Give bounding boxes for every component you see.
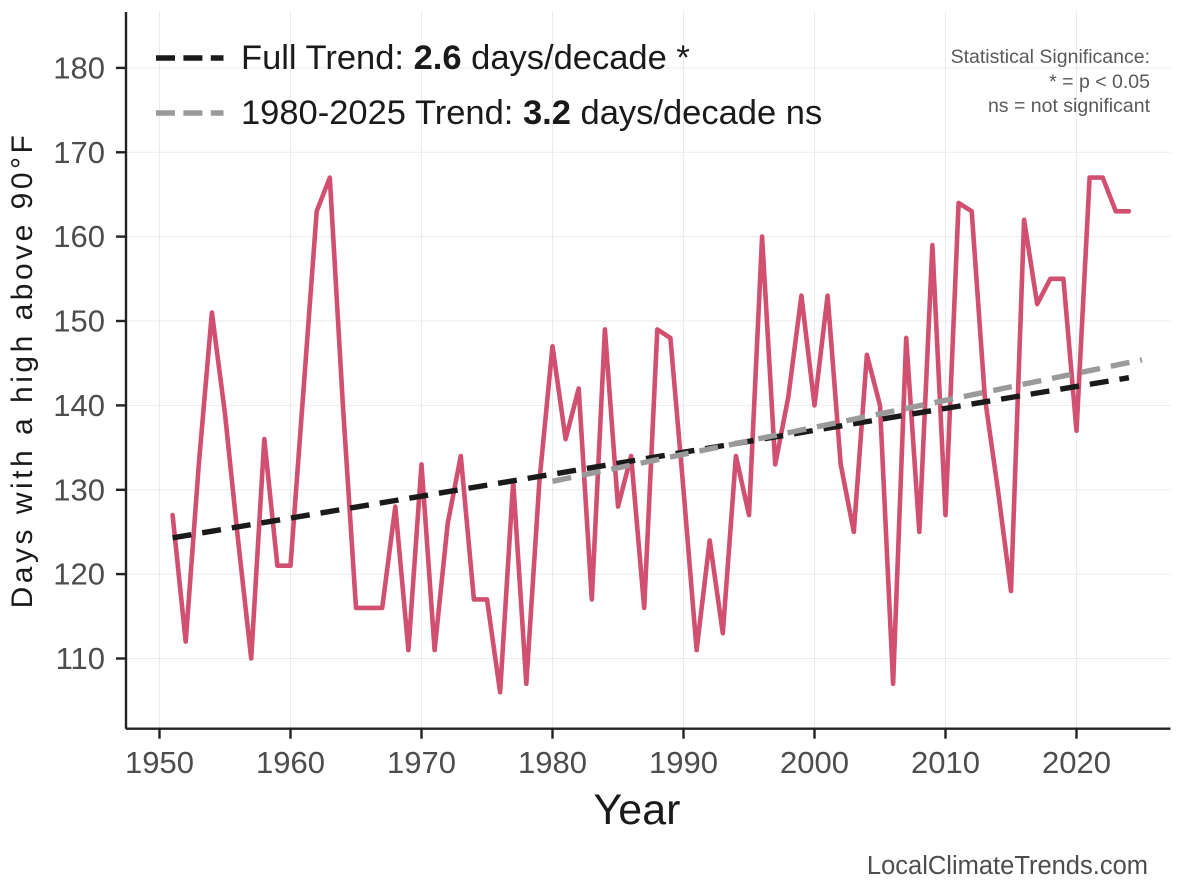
svg-text:2010: 2010: [911, 745, 980, 780]
svg-text:160: 160: [53, 219, 105, 254]
svg-text:1960: 1960: [256, 745, 325, 780]
svg-text:Year: Year: [594, 786, 681, 834]
svg-text:Days with a high above 90°F: Days with a high above 90°F: [6, 132, 39, 609]
svg-text:ns = not significant: ns = not significant: [988, 95, 1151, 117]
svg-text:140: 140: [53, 388, 105, 423]
svg-text:150: 150: [53, 304, 105, 339]
svg-text:180: 180: [53, 51, 105, 86]
svg-text:1980-2025 Trend: 3.2 days/deca: 1980-2025 Trend: 3.2 days/decade ns: [241, 94, 822, 132]
svg-text:1980: 1980: [518, 745, 587, 780]
svg-text:Statistical Significance:: Statistical Significance:: [951, 46, 1150, 68]
svg-text:110: 110: [56, 641, 105, 676]
svg-text:130: 130: [53, 472, 105, 507]
svg-text:LocalClimateTrends.com: LocalClimateTrends.com: [867, 852, 1148, 880]
svg-text:1970: 1970: [387, 745, 456, 780]
svg-text:120: 120: [53, 557, 105, 592]
svg-text:170: 170: [53, 135, 105, 170]
svg-text:2020: 2020: [1042, 745, 1111, 780]
svg-text:1990: 1990: [649, 745, 718, 780]
svg-text:2000: 2000: [780, 745, 849, 780]
svg-text:1950: 1950: [125, 745, 194, 780]
svg-text:* = p < 0.05: * = p < 0.05: [1049, 71, 1150, 93]
svg-text:Full Trend: 2.6 days/decade *: Full Trend: 2.6 days/decade *: [241, 39, 690, 77]
